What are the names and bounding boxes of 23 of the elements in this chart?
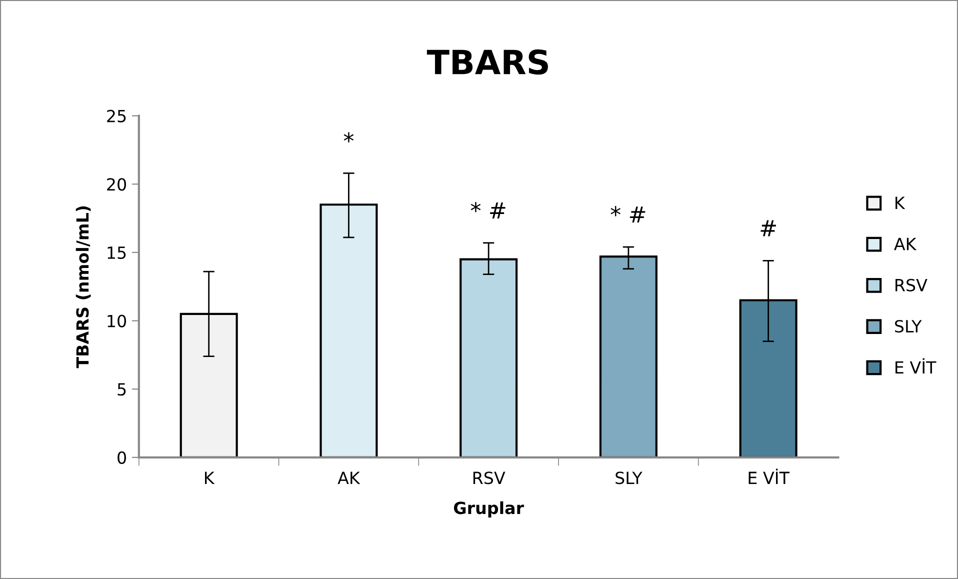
y-tick-label: 0 bbox=[118, 451, 126, 464]
annotation: * bbox=[344, 132, 354, 142]
legend-label: SLY bbox=[895, 320, 922, 333]
chart-title: TBARS bbox=[426, 49, 548, 75]
x-tick-label: SLY bbox=[616, 472, 642, 484]
annotation: # bbox=[760, 220, 776, 236]
y-tick-label: 25 bbox=[107, 110, 126, 122]
x-tick-label: E VİT bbox=[748, 468, 790, 484]
x-axis-title: Gruplar bbox=[454, 501, 524, 518]
y-axis-title: TBARS (nmol/mL) bbox=[76, 206, 91, 368]
legend-label: E VİT bbox=[896, 358, 936, 374]
legend-label: K bbox=[896, 196, 906, 209]
x-tick-label: AK bbox=[338, 472, 360, 484]
y-tick-label: 20 bbox=[107, 178, 126, 191]
legend-label: RSV bbox=[896, 278, 928, 292]
annotation: * # bbox=[610, 206, 646, 223]
legend-label: AK bbox=[894, 238, 917, 250]
y-tick-label: 15 bbox=[108, 246, 126, 260]
x-tick-label: K bbox=[205, 472, 215, 484]
annotation: * # bbox=[470, 202, 506, 218]
x-tick-label: RSV bbox=[473, 472, 506, 484]
y-tick-label: 10 bbox=[108, 314, 126, 328]
y-tick-label: 5 bbox=[118, 383, 126, 396]
